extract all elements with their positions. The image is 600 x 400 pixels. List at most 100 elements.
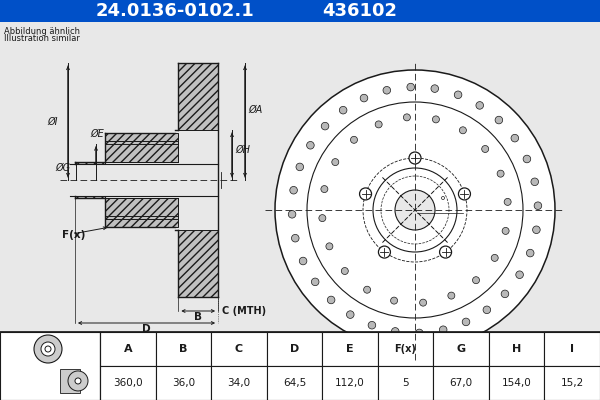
Circle shape xyxy=(395,190,435,230)
Text: 360,0: 360,0 xyxy=(113,378,143,388)
Bar xyxy=(60,369,80,393)
Circle shape xyxy=(497,170,504,177)
Bar xyxy=(155,366,211,400)
Circle shape xyxy=(326,243,333,250)
Text: 134: 134 xyxy=(424,202,440,212)
Circle shape xyxy=(483,306,491,314)
Bar xyxy=(178,230,218,297)
Bar xyxy=(105,141,178,162)
Circle shape xyxy=(516,271,523,278)
Text: ØA: ØA xyxy=(248,105,262,115)
Text: F(x): F(x) xyxy=(62,230,85,240)
Circle shape xyxy=(346,311,354,318)
Text: D: D xyxy=(142,324,151,334)
Bar xyxy=(378,332,433,366)
Text: I: I xyxy=(570,344,574,354)
Text: D: D xyxy=(290,344,299,354)
Bar xyxy=(211,332,266,366)
Text: H: H xyxy=(512,344,521,354)
Circle shape xyxy=(462,318,470,326)
Bar xyxy=(100,366,155,400)
Text: B: B xyxy=(179,344,188,354)
Circle shape xyxy=(391,297,398,304)
Text: 5: 5 xyxy=(402,378,409,388)
Circle shape xyxy=(531,178,539,186)
Circle shape xyxy=(321,186,328,192)
Bar xyxy=(489,366,544,400)
Text: Abbildung ähnlich: Abbildung ähnlich xyxy=(4,27,80,36)
Circle shape xyxy=(458,188,470,200)
Circle shape xyxy=(321,122,329,130)
Circle shape xyxy=(482,146,488,152)
Bar xyxy=(322,332,378,366)
Circle shape xyxy=(379,246,391,258)
Circle shape xyxy=(433,116,439,123)
Circle shape xyxy=(460,127,466,134)
Text: Illustration similar: Illustration similar xyxy=(4,34,80,43)
Text: C: C xyxy=(235,344,243,354)
Bar xyxy=(155,332,211,366)
Bar xyxy=(105,133,178,141)
Circle shape xyxy=(68,371,88,391)
Circle shape xyxy=(319,215,326,222)
Circle shape xyxy=(454,91,462,98)
Text: ØH: ØH xyxy=(235,145,250,155)
Bar xyxy=(105,198,178,219)
Bar xyxy=(544,366,600,400)
Bar xyxy=(0,0,600,22)
Circle shape xyxy=(504,198,511,205)
Circle shape xyxy=(41,342,55,356)
Bar xyxy=(266,332,322,366)
Text: ØI: ØI xyxy=(47,116,58,126)
Bar xyxy=(266,366,322,400)
Circle shape xyxy=(360,94,368,102)
Bar xyxy=(0,332,100,400)
Circle shape xyxy=(407,83,415,91)
Circle shape xyxy=(45,346,51,352)
Circle shape xyxy=(359,188,371,200)
Circle shape xyxy=(290,186,298,194)
Bar xyxy=(322,366,378,400)
Text: 64,5: 64,5 xyxy=(283,378,306,388)
Circle shape xyxy=(495,116,503,124)
Circle shape xyxy=(299,257,307,265)
Text: ØG: ØG xyxy=(55,163,70,173)
Circle shape xyxy=(364,286,371,293)
Circle shape xyxy=(332,159,339,166)
Circle shape xyxy=(431,85,439,92)
Circle shape xyxy=(440,246,452,258)
Circle shape xyxy=(34,335,62,363)
Text: 67,0: 67,0 xyxy=(449,378,473,388)
Circle shape xyxy=(511,134,518,142)
Text: 36,0: 36,0 xyxy=(172,378,195,388)
Circle shape xyxy=(373,168,457,252)
Circle shape xyxy=(415,329,423,337)
Bar xyxy=(0,332,600,400)
Bar xyxy=(211,366,266,400)
Circle shape xyxy=(368,322,376,329)
Circle shape xyxy=(534,202,542,210)
Circle shape xyxy=(403,114,410,121)
Bar xyxy=(75,162,105,164)
Circle shape xyxy=(526,249,534,257)
Circle shape xyxy=(288,210,296,218)
Text: B: B xyxy=(194,312,202,322)
Circle shape xyxy=(75,378,81,384)
Bar xyxy=(433,366,489,400)
Text: 154,0: 154,0 xyxy=(502,378,532,388)
Bar xyxy=(105,219,178,227)
Circle shape xyxy=(473,277,479,284)
Circle shape xyxy=(448,292,455,299)
Circle shape xyxy=(419,299,427,306)
Text: 112,0: 112,0 xyxy=(335,378,365,388)
Circle shape xyxy=(383,86,391,94)
Text: 24.0136-0102.1: 24.0136-0102.1 xyxy=(95,2,254,20)
Circle shape xyxy=(350,136,358,143)
Bar xyxy=(70,164,218,196)
Bar xyxy=(489,332,544,366)
Bar xyxy=(75,196,105,198)
Circle shape xyxy=(296,163,304,171)
Circle shape xyxy=(491,254,498,261)
Circle shape xyxy=(533,226,540,234)
Text: A: A xyxy=(124,344,132,354)
